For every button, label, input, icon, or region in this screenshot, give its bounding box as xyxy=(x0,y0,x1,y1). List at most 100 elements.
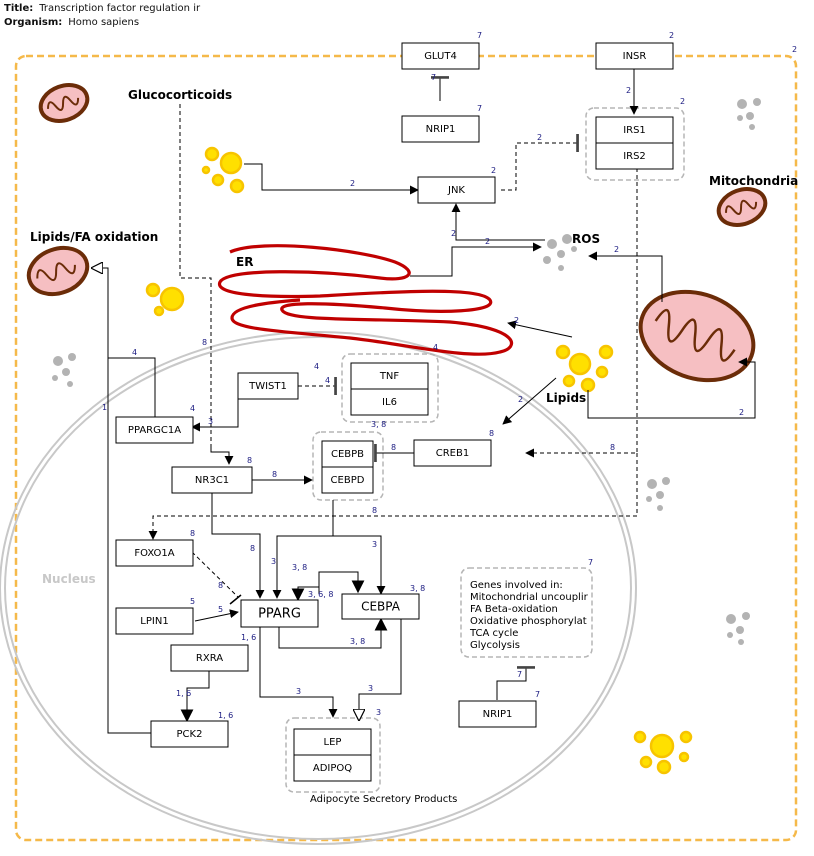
adipocyte-products-group xyxy=(285,717,381,793)
ref-pparg-lep: 3 xyxy=(296,687,301,696)
gene-twist1-label: TWIST1 xyxy=(248,381,287,392)
gene-cebpd-label: CEBPD xyxy=(331,475,365,486)
ref-irs-creb1: 8 xyxy=(610,443,615,452)
ref-nrip1-genes: 7 xyxy=(517,670,522,679)
genes-note-line: Glycolysis xyxy=(470,640,520,651)
ros-icon xyxy=(52,98,761,645)
ref-nrip1-top: 7 xyxy=(477,104,482,113)
genes-note-text: Genes involved in: Mitochondrial uncoupli… xyxy=(469,580,589,651)
ref-insr-irs: 2 xyxy=(626,86,631,95)
ref-lipids-er: 2 xyxy=(514,316,519,325)
ref-lpin1-pparg: 5 xyxy=(218,605,223,614)
gene-pparg[interactable]: PPARG xyxy=(240,599,319,628)
genes-note-line: FA Beta-oxidation xyxy=(470,604,558,615)
gene-irs2-label: IRS2 xyxy=(623,151,646,162)
gene-tnf-label: TNF xyxy=(379,371,400,382)
ref-ros-jnk: 2 xyxy=(451,229,456,238)
gene-il6[interactable]: IL6 xyxy=(350,388,429,416)
ref-jnk-irs: 2 xyxy=(537,133,542,142)
ref-rxra-pck2: 1, 6 xyxy=(176,689,191,698)
genes-note-line: Genes involved in: xyxy=(470,580,563,591)
ref-cebp-pparg: 3 xyxy=(271,557,276,566)
ref-lipids-ppargc1a: 4 xyxy=(132,348,137,357)
pathway-title: Title: Transcription factor regulation ir xyxy=(4,3,200,14)
gene-foxo1a[interactable]: FOXO1A xyxy=(115,539,194,567)
gene-cebpa-label: CEBPA xyxy=(361,600,401,614)
ref-tnf-group: 3, 8 xyxy=(371,420,386,429)
ref-irs-group: 2 xyxy=(680,97,685,106)
cebp-group xyxy=(312,431,384,501)
gene-ppargc1a[interactable]: PPARGC1A xyxy=(115,416,194,444)
er-label: ER xyxy=(236,255,253,269)
gene-nrip1-bottom[interactable]: NRIP1 xyxy=(458,700,537,728)
glucocorticoids-label: Glucocorticoids xyxy=(128,88,232,102)
adipocyte-products-label: Adipocyte Secretory Products xyxy=(310,794,457,805)
gene-creb1-label: CREB1 xyxy=(436,448,469,459)
gene-il6-label: IL6 xyxy=(382,397,397,408)
gene-rxra-label: RXRA xyxy=(196,653,223,664)
ref-mito-lipids: 2 xyxy=(739,408,744,417)
organism-line: Organism: Homo sapiens xyxy=(4,17,139,28)
gene-twist1[interactable]: TWIST1 xyxy=(237,372,299,400)
gene-adipoq[interactable]: ADIPOQ xyxy=(293,754,372,782)
ref-pck2: 1, 6 xyxy=(218,711,233,720)
gene-jnk[interactable]: JNK xyxy=(417,176,496,204)
gene-cebpd[interactable]: CEBPD xyxy=(321,466,374,494)
mitochondria-label: Mitochondria xyxy=(709,174,798,188)
ref-er: 4 xyxy=(433,343,438,352)
mitochondria-icon xyxy=(26,83,768,383)
gene-irs1[interactable]: IRS1 xyxy=(595,116,674,144)
gene-cebpb[interactable]: CEBPB xyxy=(321,440,374,468)
gene-rxra[interactable]: RXRA xyxy=(170,644,249,672)
gene-glut4-label: GLUT4 xyxy=(424,51,457,62)
cell-membrane xyxy=(14,54,798,842)
ref-genes-note: 7 xyxy=(588,558,593,567)
er-icon xyxy=(218,244,514,356)
ref-cebp-cebpa: 3 xyxy=(372,540,377,549)
gene-lpin1[interactable]: LPIN1 xyxy=(115,607,194,635)
gene-cebpa[interactable]: CEBPA xyxy=(341,593,420,620)
lipid-droplets-icon xyxy=(145,146,693,775)
gene-tnf[interactable]: TNF xyxy=(350,362,429,390)
ref-nr3c1-cebp: 8 xyxy=(272,470,277,479)
gene-nrip1-top-label: NRIP1 xyxy=(426,124,456,135)
ref-irs-foxo1a: 8 xyxy=(372,506,377,515)
gene-pparg-label: PPARG xyxy=(258,607,301,622)
title-key: Title: xyxy=(4,3,34,14)
gene-creb1[interactable]: CREB1 xyxy=(413,439,492,467)
genes-note-line: Mitochondrial uncouplir xyxy=(470,592,589,603)
ref-lpin1: 5 xyxy=(190,597,195,606)
ref-lep-group: 3 xyxy=(376,708,381,717)
genes-note-box xyxy=(460,567,593,658)
gene-irs1-label: IRS1 xyxy=(623,125,646,136)
gene-lep-label: LEP xyxy=(324,737,342,748)
gene-pck2[interactable]: PCK2 xyxy=(150,720,229,748)
ref-lipids-jnk: 2 xyxy=(350,179,355,188)
ref-nrip1-bottom: 7 xyxy=(535,690,540,699)
ref-lipids-cebp: 2 xyxy=(518,395,523,404)
ref-nrip1-glut4: 7 xyxy=(431,73,436,82)
ref-gluc-nr3c1: 8 xyxy=(202,338,207,347)
gene-nrip1-top[interactable]: NRIP1 xyxy=(401,115,480,143)
organism-value: Homo sapiens xyxy=(68,17,140,28)
gene-nr3c1[interactable]: NR3C1 xyxy=(171,466,253,494)
ref-twist1: 4 xyxy=(314,362,319,371)
ref-outer: 2 xyxy=(792,45,797,54)
gene-lep[interactable]: LEP xyxy=(293,728,372,756)
ref-pparg-cebpa-bottom: 3, 8 xyxy=(350,637,365,646)
lipids-fa-oxidation-label: Lipids/FA oxidation xyxy=(30,230,158,244)
ref-twist1-tnf: 4 xyxy=(325,376,330,385)
genes-note-line: TCA cycle xyxy=(469,628,518,639)
gene-adipoq-label: ADIPOQ xyxy=(313,763,352,774)
gene-nr3c1-label: NR3C1 xyxy=(195,475,229,486)
interaction-edges: 7 2 2 2 2 2 2 4 2 2 2 8 4 3 4 1 8 8 8 xyxy=(92,68,756,734)
gene-insr[interactable]: INSR xyxy=(595,42,674,70)
ref-pck2-lipids: 1 xyxy=(102,403,107,412)
genes-note-line: Oxidative phosphorylat xyxy=(470,616,587,627)
lipids-label: Lipids xyxy=(546,391,586,405)
gene-irs2[interactable]: IRS2 xyxy=(595,142,674,170)
gene-pck2-label: PCK2 xyxy=(177,729,203,740)
gene-jnk-label: JNK xyxy=(447,185,465,196)
gene-glut4[interactable]: GLUT4 xyxy=(401,42,480,70)
